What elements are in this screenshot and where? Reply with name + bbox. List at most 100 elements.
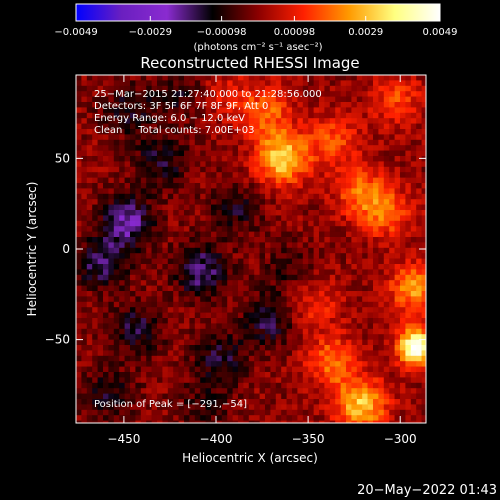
heatmap-cell xyxy=(243,280,250,286)
heatmap-cell xyxy=(416,193,422,200)
heatmap-cell xyxy=(324,75,331,81)
heatmap-cell xyxy=(178,102,185,108)
heatmap-cell xyxy=(221,199,228,205)
heatmap-cell xyxy=(200,366,206,373)
heatmap-cell xyxy=(81,382,88,389)
heatmap-cell xyxy=(335,382,341,389)
heatmap-cell xyxy=(383,372,390,378)
heatmap-cell xyxy=(292,291,298,297)
heatmap-cell xyxy=(216,393,223,400)
heatmap-cell xyxy=(189,96,196,103)
heatmap-cell xyxy=(108,80,115,87)
heatmap-cell xyxy=(81,361,88,367)
heatmap-cell xyxy=(297,269,304,276)
heatmap-cell xyxy=(211,258,217,265)
heatmap-cell xyxy=(248,75,255,81)
heatmap-cell xyxy=(157,415,163,421)
heatmap-cell xyxy=(97,323,104,330)
heatmap-cell xyxy=(367,280,374,286)
heatmap-cell xyxy=(302,210,309,216)
heatmap-cell xyxy=(178,183,185,189)
heatmap-cell xyxy=(119,96,125,103)
heatmap-cell xyxy=(103,193,109,200)
heatmap-cell xyxy=(189,150,196,157)
heatmap-cell xyxy=(292,150,298,157)
heatmap-cell xyxy=(329,177,336,184)
heatmap-cell xyxy=(416,334,422,340)
heatmap-cell xyxy=(346,253,352,259)
heatmap-cell xyxy=(351,307,358,313)
heatmap-cell xyxy=(356,393,363,400)
heatmap-cell xyxy=(221,112,228,119)
heatmap-cell xyxy=(135,107,142,114)
heatmap-cell xyxy=(200,328,206,335)
heatmap-cell xyxy=(405,291,412,297)
heatmap-cell xyxy=(92,339,98,346)
heatmap-cell xyxy=(205,334,212,340)
heatmap-cell xyxy=(135,193,142,200)
heatmap-cell xyxy=(119,134,125,141)
heatmap-cell xyxy=(184,204,190,211)
heatmap-cell xyxy=(410,372,417,378)
heatmap-cell xyxy=(313,199,320,205)
heatmap-cell xyxy=(189,382,196,389)
heatmap-cell xyxy=(86,382,93,389)
heatmap-cell xyxy=(178,193,185,200)
heatmap-cell xyxy=(362,183,368,189)
heatmap-cell xyxy=(383,80,390,87)
heatmap-cell xyxy=(238,280,244,286)
heatmap-cell xyxy=(86,280,93,286)
heatmap-cell xyxy=(362,269,368,276)
heatmap-cell xyxy=(410,328,417,335)
heatmap-cell xyxy=(329,269,336,276)
heatmap-cell xyxy=(189,231,196,238)
heatmap-cell xyxy=(135,339,142,346)
heatmap-cell xyxy=(394,183,401,189)
heatmap-cell xyxy=(335,339,341,346)
heatmap-cell xyxy=(97,285,104,292)
heatmap-cell xyxy=(221,269,228,276)
heatmap-cell xyxy=(146,193,152,200)
heatmap-cell xyxy=(238,420,244,424)
heatmap-cell xyxy=(265,339,271,346)
heatmap-cell xyxy=(200,334,206,340)
heatmap-cell xyxy=(292,226,298,232)
heatmap-cell xyxy=(394,350,401,357)
heatmap-cell xyxy=(157,301,163,308)
heatmap-cell xyxy=(281,328,287,335)
heatmap-cell xyxy=(324,258,331,265)
heatmap-cell xyxy=(356,253,363,259)
heatmap-cell xyxy=(378,345,385,351)
heatmap-cell xyxy=(297,237,304,243)
heatmap-cell xyxy=(97,334,104,340)
heatmap-cell xyxy=(275,166,282,173)
heatmap-cell xyxy=(227,177,233,184)
heatmap-cell xyxy=(135,296,142,303)
heatmap-cell xyxy=(313,334,320,340)
heatmap-cell xyxy=(238,80,244,87)
heatmap-cell xyxy=(232,280,239,286)
heatmap-cell xyxy=(184,226,190,232)
heatmap-cell xyxy=(108,118,115,124)
heatmap-cell xyxy=(103,372,109,378)
heatmap-cell xyxy=(421,409,427,416)
heatmap-cell xyxy=(254,301,260,308)
heatmap-cell xyxy=(124,231,131,238)
heatmap-cell xyxy=(194,355,201,362)
heatmap-cell xyxy=(329,345,336,351)
heatmap-cell xyxy=(238,226,244,232)
heatmap-cell xyxy=(194,85,201,92)
heatmap-cell xyxy=(81,80,88,87)
heatmap-cell xyxy=(367,258,374,265)
heatmap-cell xyxy=(92,210,98,216)
heatmap-cell xyxy=(378,215,385,222)
heatmap-cell xyxy=(254,323,260,330)
heatmap-cell xyxy=(173,247,179,254)
heatmap-cell xyxy=(265,161,271,168)
heatmap-cell xyxy=(146,242,152,249)
heatmap-cell xyxy=(178,399,185,405)
heatmap-cell xyxy=(373,112,379,119)
heatmap-cell xyxy=(421,339,427,346)
heatmap-cell xyxy=(81,274,88,281)
heatmap-cell xyxy=(200,269,206,276)
